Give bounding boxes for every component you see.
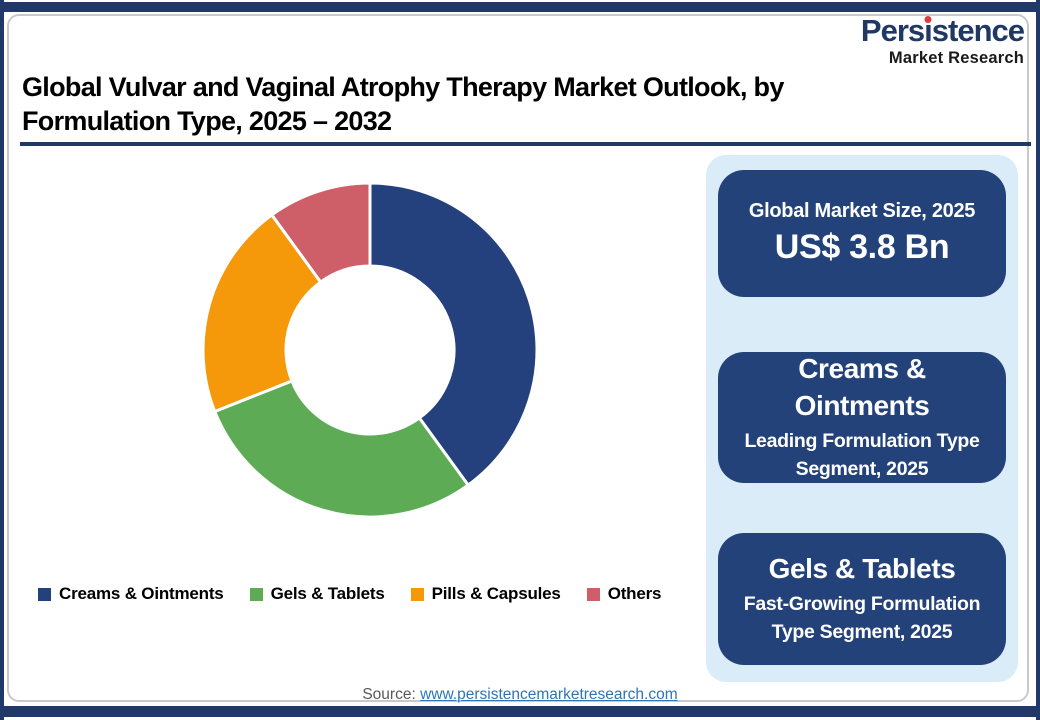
donut-slice-gels-tablets — [212, 378, 471, 519]
source-line: Source: www.persistencemarketresearch.co… — [0, 686, 1040, 704]
frame-top-bar — [0, 2, 1040, 12]
donut-slice-pills-capsules — [201, 212, 323, 414]
brand-logo-wordmark: Persıstence — [860, 13, 1025, 48]
legend-item-pills-capsules: Pills & Capsules — [410, 584, 561, 604]
legend-label-pills-capsules: Pills & Capsules — [431, 584, 561, 603]
highlights-panel: Global Market Size, 2025 US$ 3.8 Bn Crea… — [706, 155, 1018, 682]
legend-marker-gels-tablets — [249, 587, 263, 601]
donut-slice-others — [269, 181, 372, 285]
legend-label-others: Others — [607, 584, 662, 603]
frame-bottom-bar — [0, 706, 1040, 717]
page-title: Global Vulvar and Vaginal Atrophy Therap… — [22, 70, 1022, 138]
legend-item-others: Others — [586, 584, 662, 604]
legend-marker-others — [586, 587, 600, 601]
title-underline — [20, 142, 1031, 146]
logo-red-dot-i: ı — [924, 13, 933, 48]
donut-slice-creams-ointments — [368, 181, 539, 488]
legend-item-gels-tablets: Gels & Tablets — [249, 584, 385, 604]
legend-label-creams-ointments: Creams & Ointments — [59, 584, 224, 603]
fast-growing-segment-name: Gels & Tablets — [768, 553, 956, 585]
legend-label-gels-tablets: Gels & Tablets — [270, 584, 385, 603]
market-size-value: US$ 3.8 Bn — [774, 228, 950, 266]
market-size-card: Global Market Size, 2025 US$ 3.8 Bn — [718, 170, 1006, 297]
leading-segment-card: Creams & Ointments Leading Formulation T… — [718, 352, 1006, 483]
source-link[interactable]: www.persistencemarketresearch.com — [420, 686, 678, 703]
chart-legend: Creams & Ointments Gels & Tablets Pills & … — [38, 584, 661, 604]
legend-marker-creams-ointments — [38, 587, 51, 601]
frame-right-bar — [1036, 0, 1040, 720]
leading-segment-name: Creams & Ointments — [794, 353, 930, 422]
fast-growing-segment-card: Gels & Tablets Fast-Growing Formulation … — [718, 533, 1006, 665]
brand-logo: Persıstence Market Research — [860, 13, 1025, 67]
frame-left-bar — [0, 0, 4, 720]
fast-growing-segment-subtext: Fast-Growing Formulation Type Segment, 2… — [743, 593, 981, 643]
page-title-line1: Global Vulvar and Vaginal Atrophy Therap… — [22, 72, 784, 102]
market-size-heading: Global Market Size, 2025 — [748, 200, 976, 222]
legend-marker-pills-capsules — [410, 587, 424, 601]
source-label: Source: — [362, 686, 416, 703]
logo-text-part: stence — [931, 13, 1025, 48]
logo-text-part: Pers — [860, 13, 925, 48]
legend-item-creams-ointments: Creams & Ointments — [38, 584, 224, 604]
brand-logo-tagline: Market Research — [888, 49, 1024, 67]
page-title-line2: Formulation Type, 2025 – 2032 — [22, 106, 392, 136]
donut-chart — [201, 181, 539, 519]
leading-segment-subtext: Leading Formulation Type Segment, 2025 — [744, 430, 980, 480]
